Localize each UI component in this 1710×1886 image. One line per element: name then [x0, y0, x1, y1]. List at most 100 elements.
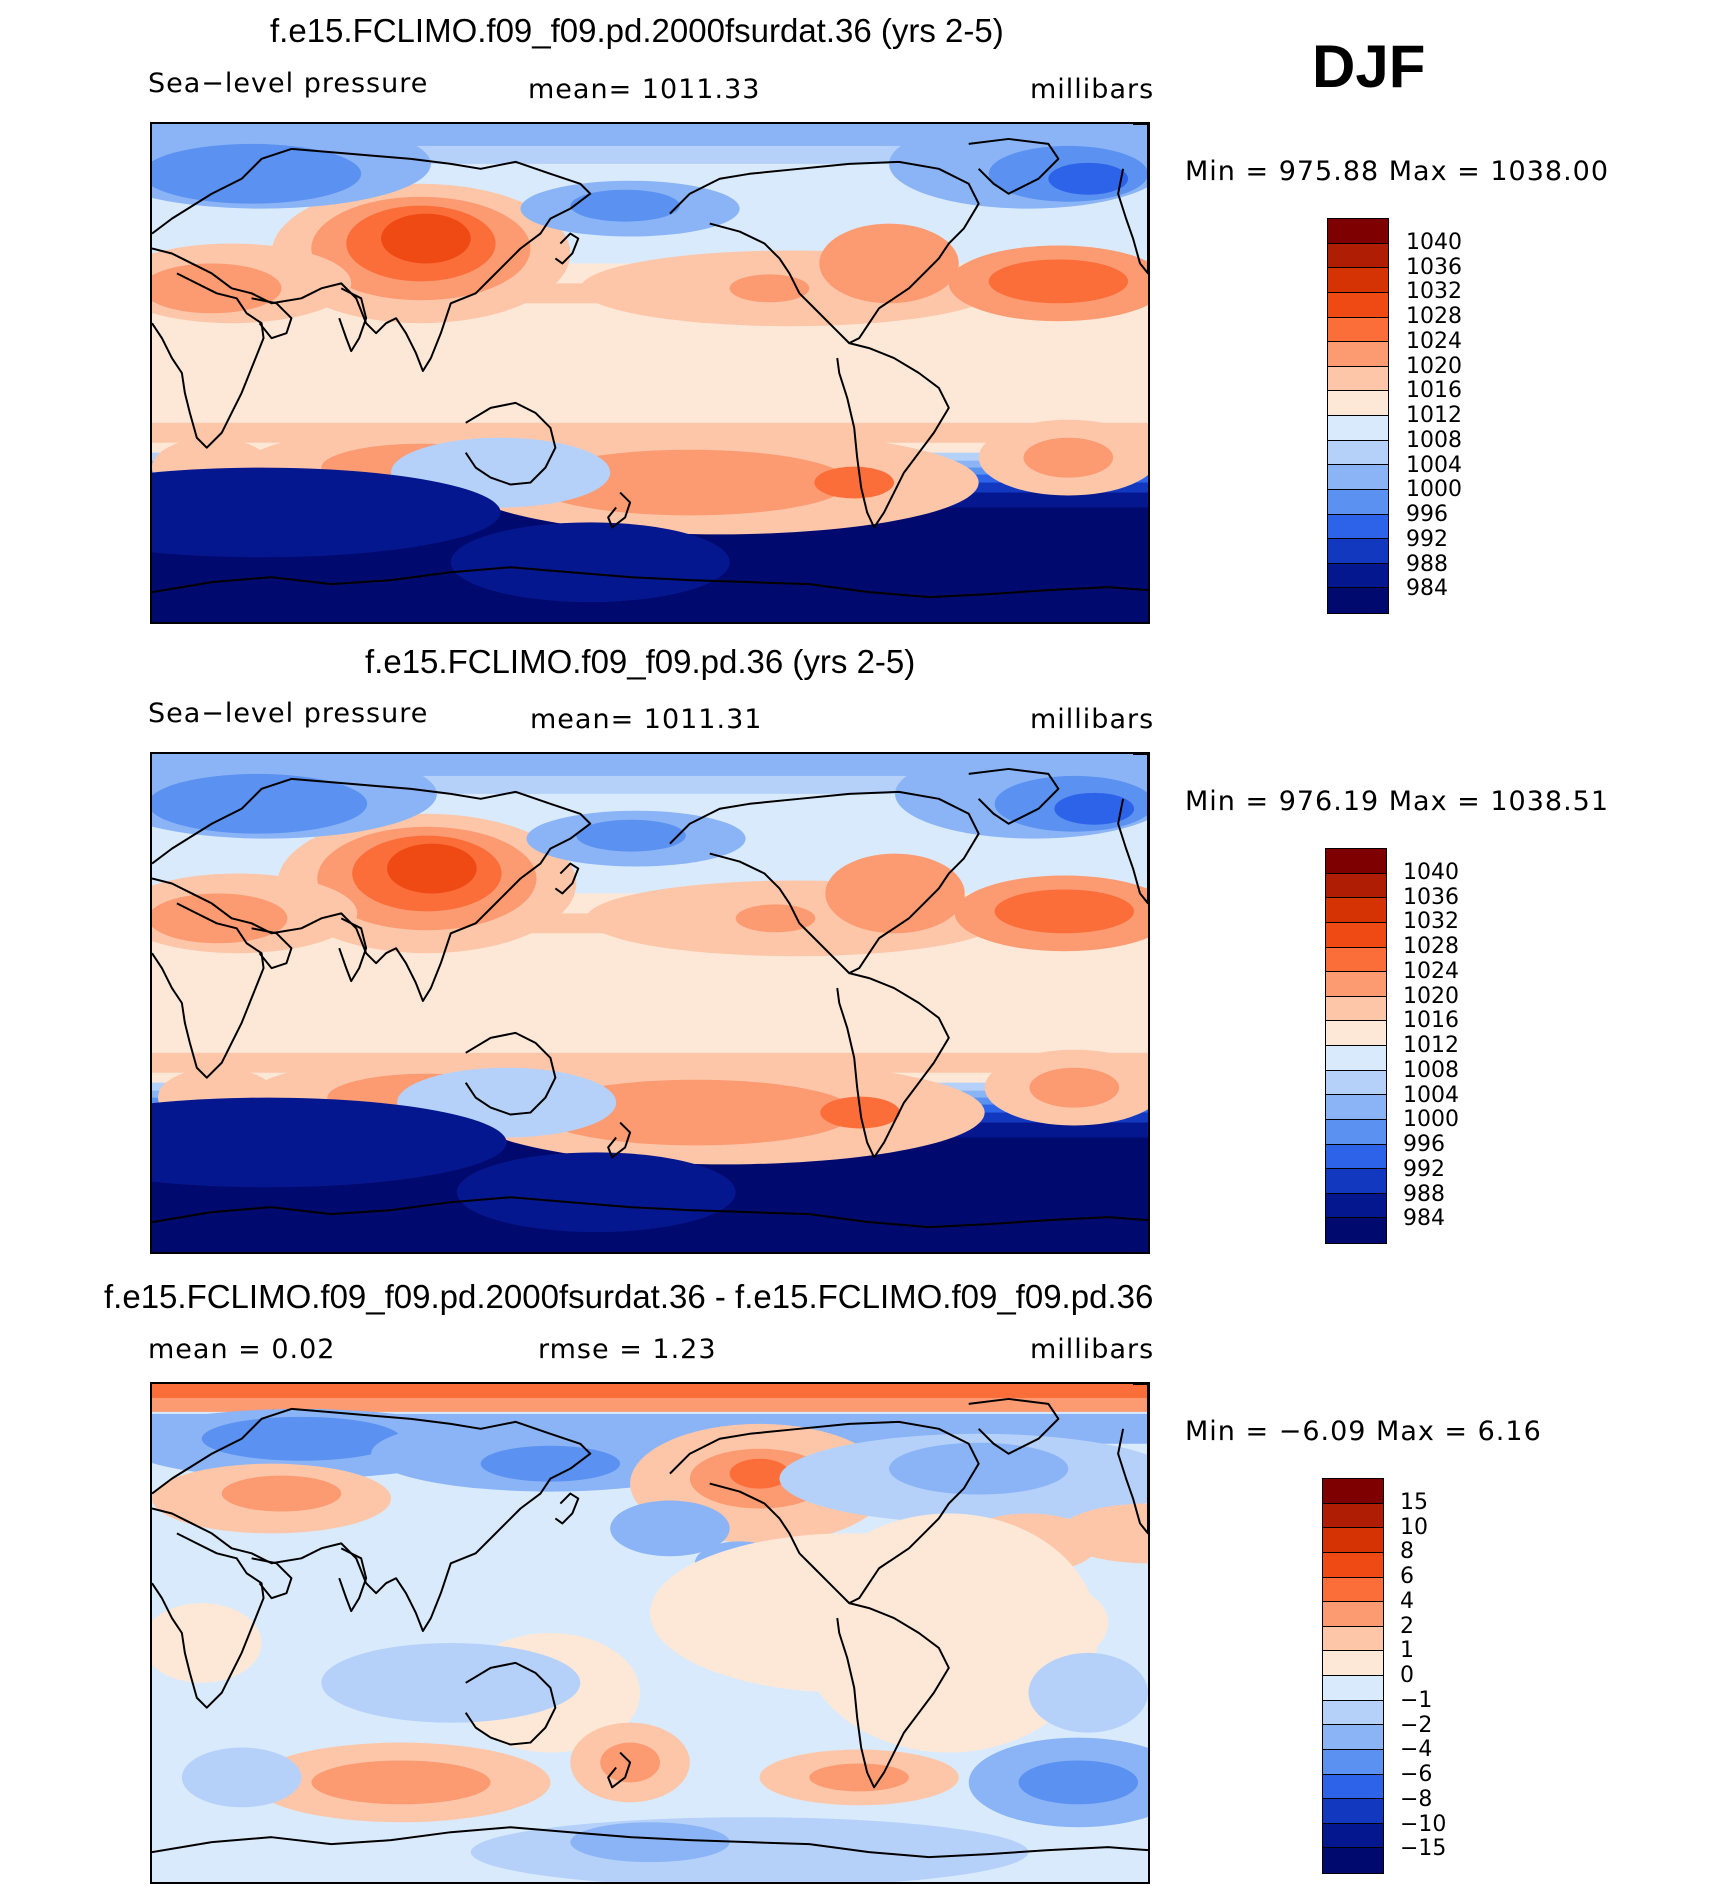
coastline: [251, 927, 293, 970]
coastline: [607, 1751, 632, 1789]
field-contour-blob: [530, 449, 850, 516]
coastline: [152, 566, 1148, 599]
colorbar-tick-label: 15: [1400, 1489, 1428, 1515]
panel1-colorbar-labels: 1040 1036 1032 1028 1024 1020 1016 1012 1008 1004…: [1406, 218, 1496, 614]
coastline: [836, 1602, 950, 1789]
colorbar-swatch: [1328, 588, 1388, 613]
field-contour-blob: [988, 1583, 1109, 1663]
colorbar-swatch: [1326, 972, 1386, 997]
colorbar-swatch: [1326, 849, 1386, 874]
field-contour-blob: [152, 893, 288, 944]
coastline: [251, 1557, 293, 1600]
season-label: DJF: [1312, 33, 1426, 100]
colorbar-swatch: [1326, 1021, 1386, 1046]
colorbar-tick-label: 6: [1400, 1564, 1414, 1589]
coastline: [338, 917, 368, 983]
field-contour-blob: [889, 1442, 1069, 1495]
field-contour-blob: [819, 223, 959, 304]
coastline: [152, 777, 592, 1003]
colorbar-tick-label: −4: [1400, 1737, 1433, 1763]
field-contour-blob: [729, 1458, 790, 1489]
panel3-rmse-label: rmse = 1.23: [538, 1334, 717, 1365]
colorbar-swatch: [1323, 1528, 1383, 1553]
colorbar-swatch: [1323, 1626, 1383, 1652]
field-contour-blob: [1054, 792, 1135, 825]
colorbar-swatch: [1326, 1046, 1386, 1071]
colorbar-swatch: [1323, 1651, 1383, 1676]
colorbar-tick-label: 4: [1400, 1588, 1414, 1614]
panel3-mean-label: mean = 0.02: [148, 1334, 336, 1365]
coastline: [1117, 754, 1148, 905]
panel3-minmax: Min = −6.09 Max = 6.16: [1185, 1416, 1542, 1447]
colorbar-tick-label: 1000: [1403, 1107, 1459, 1133]
colorbar-tick-label: 1008: [1406, 427, 1462, 453]
colorbar-swatch: [1326, 922, 1386, 948]
colorbar-tick-label: 1004: [1403, 1082, 1459, 1108]
coastline: [464, 401, 557, 486]
colorbar-tick-label: 1032: [1406, 279, 1462, 305]
colorbar-swatch: [1323, 1848, 1383, 1873]
field-contour-blob: [1048, 162, 1129, 195]
field-contour-blob: [311, 1760, 491, 1805]
colorbar-tick-label: 1004: [1406, 452, 1462, 478]
colorbar-swatch: [1323, 1503, 1383, 1529]
colorbar-swatch: [1328, 366, 1388, 392]
field-contour-blob: [1029, 1067, 1120, 1108]
coastline: [669, 790, 980, 975]
field-band: [152, 1384, 1148, 1398]
colorbar-tick-label: 1008: [1403, 1057, 1459, 1083]
panel3-title: f.e15.FCLIMO.f09_f09.pd.2000fsurdat.36 -…: [104, 1278, 1154, 1315]
coastline: [464, 1031, 557, 1116]
field-contour-blob: [988, 259, 1129, 304]
colorbar-swatch: [1323, 1774, 1383, 1800]
field-contour-blob: [576, 819, 686, 852]
colorbar-tick-label: 1000: [1406, 477, 1462, 503]
field-contour-blob: [450, 522, 730, 603]
coastline: [554, 862, 580, 895]
colorbar-tick-label: 1016: [1403, 1008, 1459, 1034]
colorbar-swatch: [1326, 1193, 1386, 1219]
colorbar-swatch: [1328, 440, 1388, 466]
coastline: [836, 342, 950, 529]
colorbar-swatch: [1323, 1479, 1383, 1504]
panel2-variable-label: Sea−level pressure: [148, 698, 429, 729]
colorbar-swatch: [1323, 1725, 1383, 1750]
coastline: [251, 297, 293, 340]
panel1-title: f.e15.FCLIMO.f09_f09.pd.2000fsurdat.36 (…: [270, 12, 1004, 49]
colorbar-swatch: [1328, 416, 1388, 441]
coastline: [607, 491, 632, 529]
coastline: [338, 287, 368, 353]
coastline: [836, 972, 950, 1159]
colorbar-swatch: [1328, 292, 1388, 318]
colorbar-swatch: [1328, 391, 1388, 416]
field-contour-blob: [799, 1513, 1099, 1753]
colorbar-swatch: [1326, 996, 1386, 1022]
panel2-map: [150, 752, 1150, 1254]
field-contour-blob: [570, 189, 680, 222]
colorbar-swatch: [1326, 1119, 1386, 1145]
colorbar-tick-label: 1028: [1403, 934, 1459, 959]
coastline: [152, 147, 592, 373]
colorbar-tick-label: 8: [1400, 1539, 1414, 1565]
colorbar-tick-label: 1024: [1403, 958, 1459, 984]
field-contour-blob: [152, 1603, 262, 1683]
colorbar-swatch: [1323, 1676, 1383, 1701]
coastline: [669, 160, 980, 345]
colorbar-swatch: [1328, 219, 1388, 244]
coastline: [968, 137, 1060, 195]
colorbar-tick-label: −10: [1400, 1811, 1447, 1837]
colorbar-tick-label: 1036: [1406, 254, 1462, 280]
panel2-colorbar-labels: 1040 1036 1032 1028 1024 1020 1016 1012 1008 1004…: [1403, 848, 1493, 1244]
coastline: [338, 1547, 368, 1613]
colorbar-tick-label: 1024: [1406, 328, 1462, 354]
coastline: [152, 902, 265, 1079]
colorbar-tick-label: 1040: [1406, 229, 1462, 255]
colorbar-tick-label: 1016: [1406, 378, 1462, 404]
colorbar-swatch: [1323, 1749, 1383, 1775]
colorbar-swatch: [1328, 342, 1388, 367]
colorbar-tick-label: −2: [1400, 1712, 1433, 1738]
colorbar-tick-label: 1020: [1403, 983, 1459, 1009]
coastline: [1117, 124, 1148, 275]
field-contour-blob: [570, 1822, 730, 1863]
panel1-minmax: Min = 975.88 Max = 1038.00: [1185, 156, 1610, 187]
